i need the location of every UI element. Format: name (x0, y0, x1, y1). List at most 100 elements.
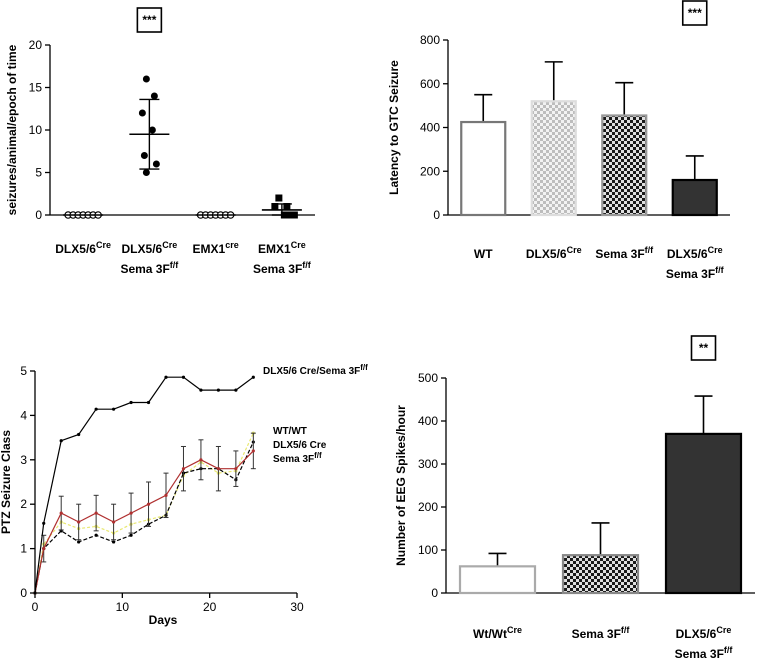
significance-box (690, 335, 717, 361)
panel-ptz-seizure-class-line: 0 1 2 3 4 5 0 10 20 30 Days PTZ Seizure Class DLX5/6… (0, 363, 368, 627)
y-axis-title: Latency to GTC Seizure (387, 60, 401, 195)
data-point (140, 152, 148, 159)
legend-label: DLX5/6 Cre (273, 440, 327, 451)
series-point (146, 400, 151, 405)
panel-seizure-frequency-scatter: 0 5 10 15 20 seizures/animal/epoch of time DLX… (5, 7, 315, 276)
data-point (142, 169, 150, 176)
y-tick-label: 0 (433, 208, 440, 222)
x-category-label: Sema 3Ff/f (120, 260, 179, 276)
series-point (94, 533, 98, 537)
x-category-label: Sema 3Ff/f (572, 625, 631, 641)
y-tick-label: 0 (431, 586, 438, 600)
series-point (164, 375, 168, 379)
x-category-label: WT (474, 247, 493, 261)
series-point (216, 388, 220, 392)
series-point (164, 493, 168, 497)
y-tick-label: 10 (29, 123, 43, 137)
y-tick-label: 1 (20, 542, 27, 556)
y-tick-label: 400 (420, 121, 440, 135)
series-point (199, 388, 203, 392)
series-point (77, 540, 81, 544)
series-point (33, 591, 37, 595)
series-point (112, 407, 116, 411)
y-tick-label: 4 (20, 408, 27, 422)
series-point (199, 458, 203, 462)
y-tick-label: 600 (420, 77, 440, 91)
y-tick-label: 15 (29, 81, 43, 95)
panel-gtc-latency-bar: 0 200 400 600 800 Latency to GTC Seizure WT DLX… (387, 0, 730, 281)
series-point (129, 400, 133, 405)
data-point (138, 109, 146, 117)
series-point (129, 533, 133, 537)
bar (530, 100, 577, 217)
y-tick-label: 200 (420, 164, 440, 178)
legend-label: Sema 3Ff/f (273, 451, 322, 465)
data-point (152, 160, 160, 168)
y-tick-label: 2 (20, 497, 27, 511)
bar (561, 554, 640, 595)
legend-label: DLX5/6 Cre/Sema 3Ff/f (263, 363, 368, 377)
x-category-label: EMX1cre (193, 240, 239, 256)
x-category-label: DLX5/6Cre (55, 240, 111, 256)
series-point (251, 375, 255, 379)
x-category-label: DLX5/6Cre (122, 240, 178, 256)
series-point (94, 511, 98, 515)
x-tick-label: 30 (290, 600, 304, 614)
series-point (42, 521, 46, 525)
bar (458, 565, 537, 595)
significance-box (136, 7, 163, 33)
y-tick-label: 400 (418, 414, 438, 428)
y-tick-label: 0 (20, 586, 27, 600)
bar (601, 114, 648, 217)
series-point (181, 375, 186, 379)
series-point (94, 407, 98, 411)
x-category-label: Sema 3Ff/f (595, 245, 654, 261)
series-point (77, 520, 81, 524)
x-category-label: DLX5/6Cre (667, 245, 723, 261)
y-tick-label: 500 (418, 371, 438, 385)
x-tick-label: 0 (32, 600, 39, 614)
panel-eeg-spikes-bar: 0 100 200 300 400 500 Number of EEG Spikes/hou… (394, 335, 755, 661)
data-point (150, 92, 158, 100)
y-tick-label: 5 (20, 364, 27, 378)
series-point (234, 467, 238, 471)
x-category-label: DLX5/6Cre (526, 245, 582, 261)
x-category-label: Sema 3Ff/f (675, 645, 734, 661)
series-point (234, 388, 238, 392)
significance-box (681, 0, 708, 26)
y-tick-label: 300 (418, 457, 438, 471)
series-point (251, 449, 255, 453)
y-axis-title: PTZ Seizure Class (0, 430, 13, 534)
series-line (34, 376, 254, 594)
series-point (42, 547, 46, 551)
x-category-label: Wt/WtCre (473, 625, 522, 641)
y-axis-title: Number of EEG Spikes/hour (394, 405, 408, 566)
y-axis-title: seizures/animal/epoch of time (5, 44, 19, 215)
series-point (59, 439, 63, 443)
x-category-label: Sema 3Ff/f (253, 260, 312, 276)
y-tick-label: 200 (418, 500, 438, 514)
bar (671, 178, 718, 217)
significance-label: *** (142, 13, 156, 27)
y-tick-label: 100 (418, 543, 438, 557)
significance-label: ** (699, 341, 709, 355)
series-point (129, 511, 133, 515)
x-axis-title: Days (149, 613, 178, 627)
data-point (271, 203, 279, 210)
series-point (216, 467, 220, 471)
y-tick-label: 20 (29, 38, 43, 52)
x-tick-label: 10 (116, 600, 130, 614)
data-point (142, 75, 150, 83)
y-tick-label: 5 (35, 166, 42, 180)
data-point (275, 194, 283, 202)
bar (664, 432, 743, 595)
bar (460, 120, 507, 217)
series-line (34, 441, 254, 594)
series-line (34, 432, 254, 594)
y-tick-label: 0 (35, 208, 42, 222)
data-point (283, 203, 291, 210)
data-point (148, 126, 156, 134)
legend-label: WT/WT (273, 426, 307, 437)
x-category-label: Sema 3Ff/f (666, 265, 725, 281)
series-point (181, 467, 186, 471)
